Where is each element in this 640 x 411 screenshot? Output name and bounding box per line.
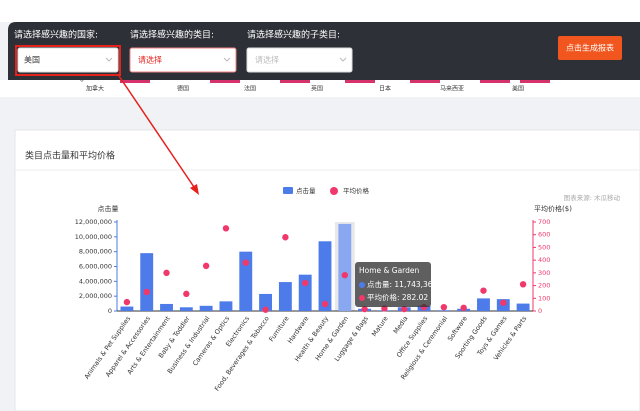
price-dot	[202, 262, 210, 270]
legend-swatch	[283, 187, 293, 194]
y2-tick-label: 100	[538, 294, 550, 302]
price-dot	[460, 304, 467, 312]
bar	[318, 241, 332, 311]
price-dot	[500, 299, 507, 306]
y-tick-label: 4,000,000	[79, 277, 112, 285]
filter-label: 请选择感兴趣的国家:	[14, 29, 98, 41]
y-tick-label: 6,000,000	[79, 263, 112, 271]
tooltip	[355, 262, 431, 307]
price-dot	[143, 288, 150, 296]
strip-label: 英国	[311, 85, 323, 93]
y-tick-label: 0	[108, 307, 112, 315]
top-white	[0, 0, 640, 22]
bar	[199, 305, 213, 311]
tooltip-title: Home & Garden	[359, 266, 419, 275]
strip-axis-label: 0	[80, 77, 84, 84]
y2-tick-label: 200	[538, 282, 550, 290]
bar	[120, 306, 134, 311]
y2-tick-label: 500	[538, 243, 550, 251]
select[interactable]	[129, 47, 237, 73]
y-tick-label: 10,000,000	[75, 233, 112, 241]
price-dot	[262, 306, 269, 313]
price-dot	[163, 269, 170, 277]
price-dot	[242, 259, 249, 266]
chevron	[223, 57, 231, 62]
legend-label: 平均价格	[343, 186, 370, 195]
y-tick-label: 12,000,000	[75, 218, 112, 226]
legend-swatch	[330, 187, 338, 195]
price-dot	[440, 303, 448, 311]
tooltip-line: 平均价格: 282.02	[367, 292, 428, 302]
arrow-head	[190, 184, 199, 195]
strip-labels: 加拿大 德国 法国 英国 日本 马来西亚 美国	[86, 85, 524, 93]
strip-bars	[120, 80, 550, 83]
filter-label: 请选择感兴趣的子类目:	[247, 29, 340, 41]
y2-tick-label: 600	[538, 231, 550, 239]
strip-label: 德国	[177, 85, 189, 93]
legend-label: 点击量	[296, 186, 316, 195]
y-tick-label: 2,000,000	[79, 292, 112, 300]
chevron	[339, 57, 347, 62]
y2-tick-label: 300	[538, 269, 550, 277]
price-dot	[519, 281, 527, 288]
price-dot	[321, 300, 329, 308]
overlay: Home & Garden 点击量: 11,743,364 平均价格: 282.02	[355, 262, 438, 307]
select-value: 请选择	[255, 55, 279, 65]
bar	[179, 307, 193, 311]
price-dot	[341, 271, 349, 279]
price-dot	[301, 279, 309, 287]
bar	[477, 298, 490, 311]
strip-label: 日本	[379, 85, 391, 93]
strip-label: 马来西亚	[440, 85, 464, 93]
bar	[219, 301, 233, 311]
y2-axis-title: 平均价格($)	[534, 204, 572, 213]
y-tick-label: 8,000,000	[79, 248, 112, 256]
price-dot	[282, 234, 289, 241]
price-dot	[401, 305, 408, 313]
price-dot	[183, 290, 190, 298]
price-dot	[480, 287, 487, 294]
select-value: 请选择	[138, 55, 162, 65]
bar	[437, 310, 451, 311]
bar	[140, 253, 154, 311]
tooltip-dot	[359, 282, 365, 288]
select[interactable]	[17, 47, 119, 73]
chart-source: 图表来源: 木瓜移动	[564, 193, 621, 202]
arrow	[118, 75, 197, 191]
tooltip-dot	[359, 295, 365, 301]
strip-label: 法国	[244, 85, 256, 93]
bar	[259, 293, 273, 311]
chevron	[105, 57, 113, 62]
price-dot	[123, 298, 131, 306]
bar	[338, 223, 352, 311]
filter-label: 请选择感兴趣的类目:	[130, 29, 214, 41]
bar	[278, 282, 292, 311]
strip-label: 美国	[512, 85, 524, 93]
panel-title: 类目点击量和平均价格	[25, 150, 115, 162]
select[interactable]	[246, 47, 353, 73]
select-value: 美国	[24, 55, 40, 65]
button-label: 点击生成报表	[566, 43, 614, 53]
y2-tick-label: 0	[538, 307, 542, 315]
strip-label: 加拿大	[86, 85, 104, 93]
y2-tick-label: 700	[538, 218, 550, 226]
bar	[160, 303, 173, 311]
price-dot	[361, 305, 368, 313]
y2-tick-label: 400	[538, 256, 550, 264]
bar	[516, 303, 530, 311]
bar	[239, 251, 253, 311]
tooltip-line: 点击量: 11,743,364	[367, 279, 438, 289]
bar	[298, 274, 312, 311]
y-axis-title: 点击量	[98, 204, 119, 213]
strip	[0, 80, 640, 97]
generate-button[interactable]	[558, 36, 622, 60]
highlight-box	[15, 45, 121, 76]
price-dot	[222, 225, 230, 232]
